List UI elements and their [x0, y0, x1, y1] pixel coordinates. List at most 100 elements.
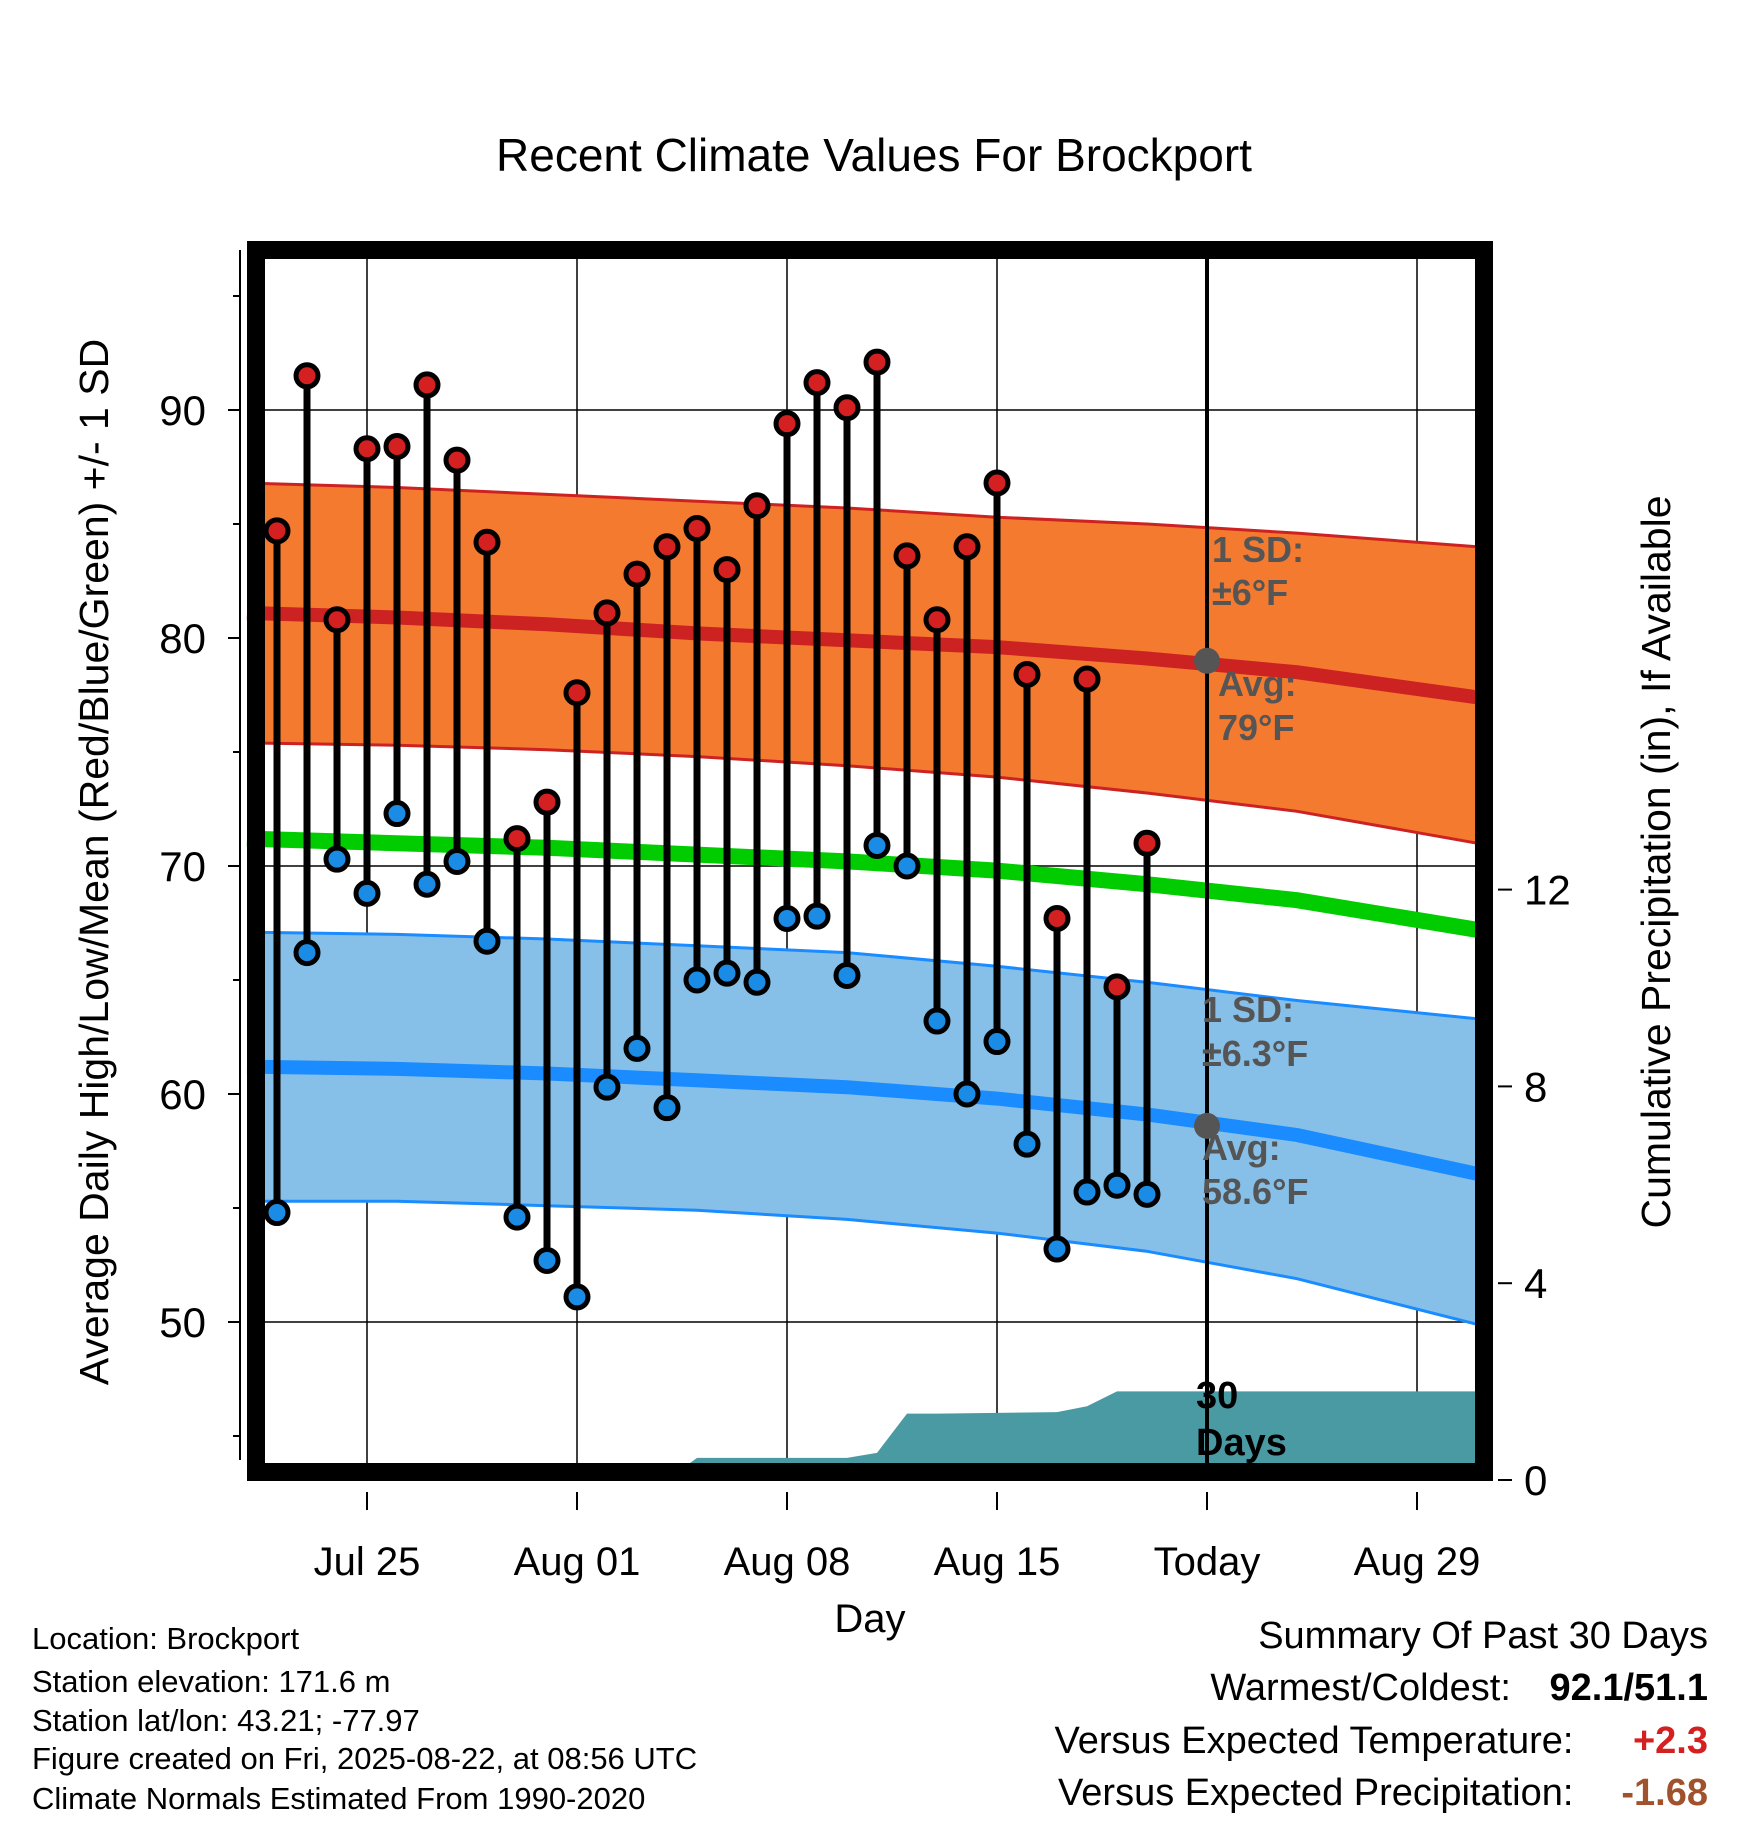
low-avg-annotation-line2: 58.6°F: [1202, 1171, 1308, 1212]
daily-low-dot: [263, 1199, 291, 1227]
x-tick-label: Today: [1154, 1540, 1261, 1584]
daily-high-dot: [833, 394, 861, 422]
summary-precip-value: -1.68: [1621, 1772, 1708, 1814]
footer-latlon: Station lat/lon: 43.21; -77.97: [32, 1703, 420, 1738]
daily-low-dot: [293, 939, 321, 967]
x-tick-label: Aug 29: [1354, 1540, 1481, 1584]
daily-high-dot: [353, 435, 381, 463]
daily-high-dot: [923, 606, 951, 634]
high-avg-annotation-line1: Avg:: [1218, 663, 1297, 704]
daily-range-stems: [273, 362, 1151, 1297]
daily-high-dot: [953, 533, 981, 561]
daily-high-dot: [263, 517, 291, 545]
daily-high-dot: [593, 599, 621, 627]
daily-low-dot: [593, 1073, 621, 1101]
footer-created: Figure created on Fri, 2025-08-22, at 08…: [32, 1741, 698, 1776]
daily-low-dot: [1073, 1178, 1101, 1206]
low-sd-annotation-line2: ±6.3°F: [1202, 1033, 1308, 1074]
summary-temp-row: Versus Expected Temperature: +2.3: [1055, 1720, 1708, 1763]
summary-coldest: 51.1: [1634, 1667, 1708, 1709]
daily-low-dot: [503, 1203, 531, 1231]
daily-low-dot: [893, 852, 921, 880]
daily-low-dot: [923, 1007, 951, 1035]
daily-high-dot: [323, 606, 351, 634]
x-tick-label: Aug 01: [514, 1540, 641, 1584]
chart-title: Recent Climate Values For Brockport: [496, 129, 1252, 181]
summary-warm-cold: Warmest/Coldest: 92.1/51.1: [1210, 1667, 1708, 1710]
daily-low-dot: [743, 968, 771, 996]
plot-frame: [247, 241, 1493, 1481]
daily-low-dot: [683, 966, 711, 994]
left-tick-label: 50: [159, 1299, 206, 1346]
daily-dots: [263, 348, 1161, 1311]
daily-high-dot: [473, 528, 501, 556]
daily-low-dot: [653, 1094, 681, 1122]
footer-normals: Climate Normals Estimated From 1990-2020: [32, 1781, 646, 1816]
summary-precip-label: Versus Expected Precipitation:: [1058, 1772, 1574, 1814]
right-tick-label: 12: [1524, 867, 1571, 914]
daily-low-dot: [1133, 1180, 1161, 1208]
daily-high-dot: [413, 371, 441, 399]
summary-separator: /: [1623, 1667, 1635, 1709]
daily-low-dot: [773, 904, 801, 932]
daily-low-dot: [533, 1246, 561, 1274]
high-avg-annotation-line2: 79°F: [1218, 707, 1294, 748]
daily-low-dot: [383, 800, 411, 828]
daily-low-dot: [353, 879, 381, 907]
normal-bands: [246, 481, 1479, 1326]
footer-elevation: Station elevation: 171.6 m: [32, 1664, 391, 1699]
precip-window-label-line2: Days: [1196, 1422, 1287, 1464]
daily-high-dot: [563, 679, 591, 707]
daily-high-dot: [773, 410, 801, 438]
plot-border: [247, 241, 1493, 1481]
low-avg-annotation-line1: Avg:: [1202, 1127, 1281, 1168]
high-sd-annotation-line1: 1 SD:: [1212, 529, 1304, 570]
daily-high-dot: [893, 542, 921, 570]
right-axis-label: Cumulative Precipitation (in), If Availa…: [1633, 495, 1679, 1228]
daily-high-dot: [1133, 829, 1161, 857]
daily-low-dot: [1103, 1171, 1131, 1199]
daily-high-dot: [623, 560, 651, 588]
daily-high-dot: [803, 369, 831, 397]
left-tick-label: 80: [159, 615, 206, 662]
daily-low-dot: [953, 1080, 981, 1108]
left-tick-label: 60: [159, 1071, 206, 1118]
x-tick-label: Aug 08: [724, 1540, 851, 1584]
footer-location: Location: Brockport: [32, 1621, 300, 1656]
low-sd-band: [247, 932, 1477, 1325]
daily-low-dot: [803, 902, 831, 930]
daily-low-dot: [833, 961, 861, 989]
today-line-group: [1194, 250, 1220, 1472]
right-tick-label: 8: [1524, 1063, 1547, 1110]
today-low-avg-marker: [1194, 1112, 1220, 1139]
precip-window-label-line1: 30: [1196, 1375, 1238, 1417]
low-sd-annotation-line1: 1 SD:: [1202, 989, 1294, 1030]
daily-high-dot: [383, 432, 411, 460]
summary-warm-cold-label: Warmest/Coldest:: [1210, 1667, 1511, 1709]
daily-high-dot: [1073, 665, 1101, 693]
daily-low-dot: [863, 831, 891, 859]
x-axis-label: Day: [834, 1597, 905, 1641]
summary-temp-label: Versus Expected Temperature:: [1054, 1720, 1574, 1762]
daily-high-dot: [653, 533, 681, 561]
high-sd-band: [247, 483, 1477, 844]
summary-temp-value: +2.3: [1632, 1720, 1708, 1762]
left-tick-label: 70: [159, 843, 206, 890]
axes: 50 60 70 80 90 0 4 8 12 Jul 25 Aug 01 Aug 08 Aug 15 T…: [71, 250, 1679, 1641]
daily-high-dot: [1103, 973, 1131, 1001]
daily-low-dot: [713, 959, 741, 987]
daily-low-dot: [1043, 1235, 1071, 1263]
high-sd-annotation-line2: ±6°F: [1212, 572, 1288, 613]
summary-precip-row: Versus Expected Precipitation: -1.68: [1058, 1772, 1708, 1815]
daily-high-dot: [503, 825, 531, 853]
daily-low-dot: [323, 845, 351, 873]
x-tick-label: Aug 15: [934, 1540, 1061, 1584]
daily-low-dot: [443, 847, 471, 875]
precip-area: [667, 1391, 1477, 1480]
daily-high-dot: [983, 469, 1011, 497]
daily-high-dot: [683, 515, 711, 543]
x-tick-label: Jul 25: [314, 1540, 421, 1584]
left-tick-label: 90: [159, 387, 206, 434]
